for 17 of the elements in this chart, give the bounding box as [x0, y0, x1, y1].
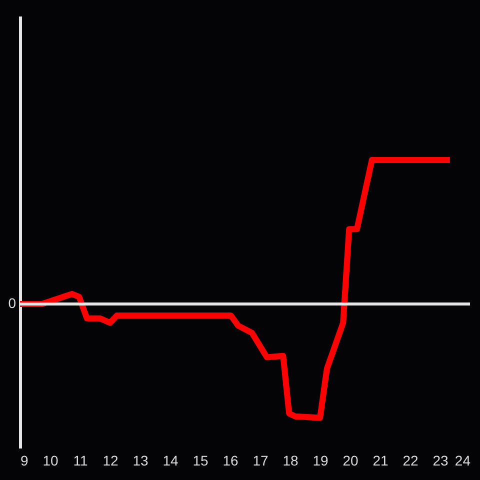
x-tick-label: 12: [102, 452, 118, 468]
x-tick-label: 13: [132, 452, 148, 468]
x-tick-label: 15: [192, 452, 208, 468]
x-tick-label: 24: [454, 452, 471, 468]
x-tick-label: 9: [20, 452, 28, 468]
x-tick-label: 23: [432, 452, 448, 468]
ref-line-label: 0: [8, 295, 16, 311]
x-tick-label: 11: [73, 452, 88, 468]
x-tick-label: 19: [312, 452, 328, 468]
x-tick-label: 14: [162, 452, 178, 468]
x-tick-label: 16: [222, 452, 238, 468]
x-tick-label: 20: [342, 452, 358, 468]
x-tick-label: 22: [402, 452, 418, 468]
x-tick-label: 18: [282, 452, 298, 468]
x-tick-label: 10: [42, 452, 58, 468]
x-tick-label: 17: [252, 452, 268, 468]
x-tick-label: 21: [372, 452, 388, 468]
